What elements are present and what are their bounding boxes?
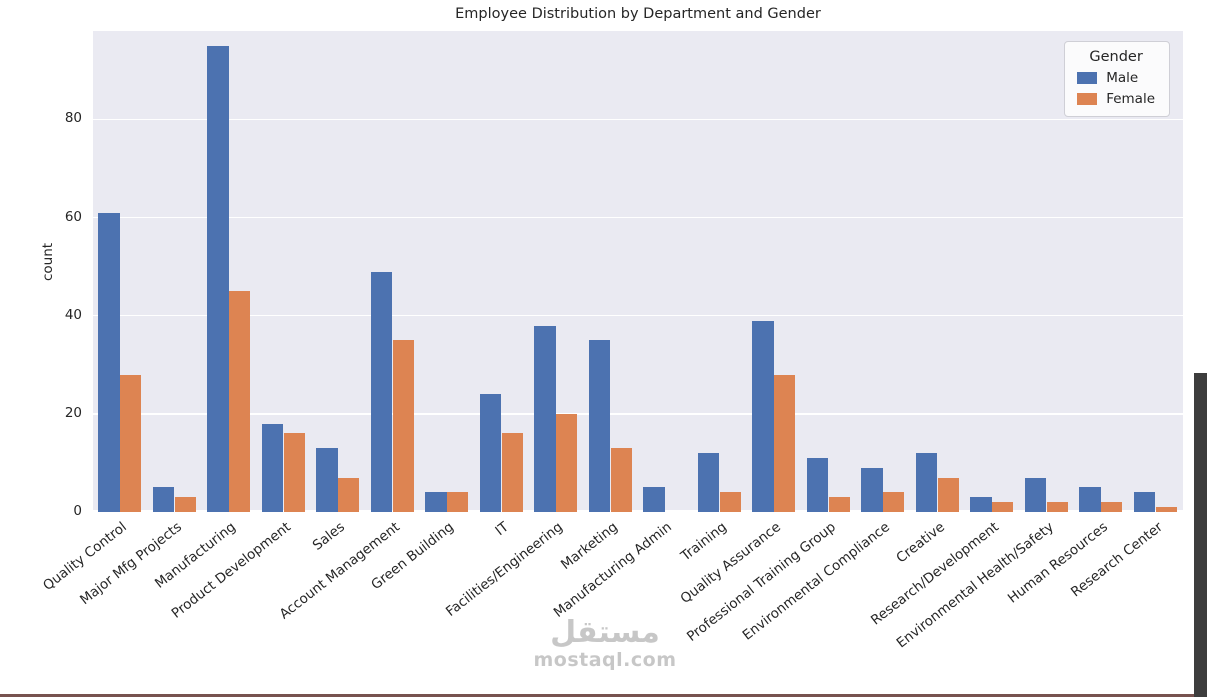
bar-female-6 bbox=[447, 492, 469, 512]
legend-swatch-female bbox=[1077, 93, 1098, 105]
y-axis-label: count bbox=[40, 242, 56, 282]
bar-male-4 bbox=[316, 448, 338, 512]
legend-item-female: Female bbox=[1077, 91, 1155, 107]
bar-male-6 bbox=[425, 492, 447, 512]
gridline-60 bbox=[93, 216, 1183, 219]
bar-female-0 bbox=[120, 374, 142, 512]
bar-male-8 bbox=[534, 325, 556, 512]
legend-label-male: Male bbox=[1106, 70, 1139, 86]
bar-female-13 bbox=[828, 497, 850, 512]
legend-item-male: Male bbox=[1077, 70, 1155, 86]
legend-title: Gender bbox=[1089, 49, 1143, 65]
legend-label-female: Female bbox=[1106, 91, 1155, 107]
bar-male-7 bbox=[479, 394, 502, 512]
bar-male-9 bbox=[588, 340, 611, 512]
bar-male-12 bbox=[752, 320, 774, 512]
bar-male-13 bbox=[806, 458, 829, 512]
bar-female-19 bbox=[1155, 507, 1177, 512]
bar-female-1 bbox=[174, 497, 196, 512]
bar-female-7 bbox=[501, 433, 523, 512]
bar-male-18 bbox=[1079, 487, 1101, 512]
bar-male-19 bbox=[1133, 492, 1156, 512]
bar-male-17 bbox=[1024, 477, 1047, 512]
bar-female-12 bbox=[774, 374, 796, 512]
bar-male-1 bbox=[152, 487, 175, 512]
scrollbar-thumb[interactable] bbox=[1194, 373, 1207, 697]
bar-male-10 bbox=[643, 487, 665, 512]
legend: Gender Male Female bbox=[1064, 41, 1170, 117]
bar-female-17 bbox=[1046, 502, 1068, 512]
bar-female-8 bbox=[556, 413, 578, 512]
bar-female-5 bbox=[392, 340, 414, 512]
y-tick-label-0: 0 bbox=[73, 503, 82, 519]
plot-area: Gender Male Female bbox=[93, 31, 1183, 512]
bar-male-0 bbox=[98, 212, 120, 512]
gridline-0 bbox=[93, 510, 1183, 512]
legend-items: Male Female bbox=[1077, 70, 1155, 107]
bar-female-4 bbox=[338, 477, 360, 512]
bar-male-2 bbox=[207, 45, 229, 512]
legend-swatch-male bbox=[1077, 72, 1098, 84]
y-tick-label-20: 20 bbox=[64, 404, 82, 421]
bar-female-16 bbox=[992, 502, 1014, 512]
bar-female-9 bbox=[610, 448, 632, 512]
bar-female-11 bbox=[719, 492, 741, 512]
bar-male-16 bbox=[970, 497, 992, 512]
chart-title: Employee Distribution by Department and … bbox=[455, 6, 821, 22]
bar-female-3 bbox=[283, 433, 305, 512]
bar-male-14 bbox=[861, 467, 883, 512]
bottom-edge-line bbox=[0, 694, 1194, 697]
bar-female-2 bbox=[229, 291, 251, 512]
bar-male-3 bbox=[261, 423, 284, 512]
bar-female-18 bbox=[1101, 502, 1123, 512]
bar-male-15 bbox=[915, 453, 938, 512]
gridline-80 bbox=[93, 118, 1183, 121]
bar-male-11 bbox=[697, 453, 720, 512]
y-tick-label-60: 60 bbox=[64, 208, 82, 225]
bar-male-5 bbox=[370, 271, 393, 512]
bar-female-15 bbox=[937, 477, 959, 512]
y-tick-label-80: 80 bbox=[64, 110, 82, 127]
y-tick-label-40: 40 bbox=[64, 306, 82, 323]
gridline-40 bbox=[93, 314, 1183, 317]
gridline-20 bbox=[93, 413, 1183, 415]
bar-female-14 bbox=[883, 492, 905, 512]
